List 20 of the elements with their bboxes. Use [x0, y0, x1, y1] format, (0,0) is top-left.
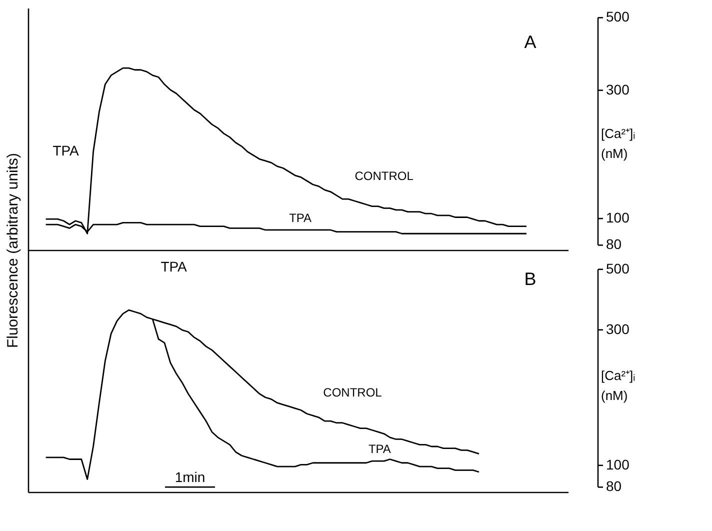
series-label: CONTROL [354, 168, 414, 183]
text: 300 [606, 81, 630, 98]
text: B [524, 269, 536, 290]
y2-axis-title: [Ca²⁺]ᵢ (nM) [601, 126, 636, 161]
annotation: 1min [174, 469, 206, 486]
text: 100 [606, 210, 630, 226]
text: 100 [606, 456, 630, 472]
series-label: CONTROL [323, 386, 382, 400]
text: 80 [606, 236, 622, 252]
text: 80 [606, 478, 622, 494]
y2-axis-title: [Ca²⁺]ᵢ (nM) [601, 368, 636, 403]
text: 500 [606, 260, 630, 276]
annotation: TPA [52, 142, 80, 158]
y-axis-title: Fluorescence (arbitrary units) [4, 152, 22, 348]
text: A [524, 32, 536, 52]
text: TPA [160, 258, 188, 275]
series-label: TPA [289, 210, 312, 225]
text: 300 [606, 320, 630, 337]
series-label: TPA [368, 442, 391, 456]
text: 500 [606, 8, 630, 25]
